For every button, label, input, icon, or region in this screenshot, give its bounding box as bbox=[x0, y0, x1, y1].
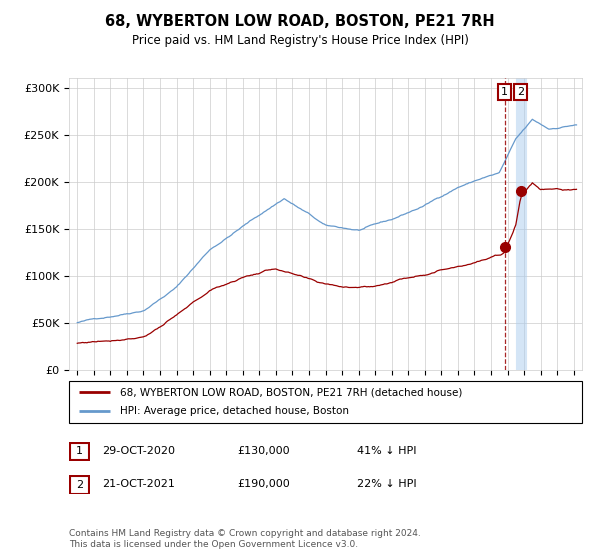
Text: 68, WYBERTON LOW ROAD, BOSTON, PE21 7RH (detached house): 68, WYBERTON LOW ROAD, BOSTON, PE21 7RH … bbox=[121, 387, 463, 397]
Text: £190,000: £190,000 bbox=[237, 479, 290, 489]
Text: 1: 1 bbox=[76, 446, 83, 456]
Text: HPI: Average price, detached house, Boston: HPI: Average price, detached house, Bost… bbox=[121, 407, 349, 417]
Text: 2: 2 bbox=[76, 480, 83, 490]
FancyBboxPatch shape bbox=[70, 443, 89, 460]
FancyBboxPatch shape bbox=[70, 477, 89, 493]
Text: 29-OCT-2020: 29-OCT-2020 bbox=[102, 446, 175, 456]
Text: Price paid vs. HM Land Registry's House Price Index (HPI): Price paid vs. HM Land Registry's House … bbox=[131, 34, 469, 46]
Text: 41% ↓ HPI: 41% ↓ HPI bbox=[357, 446, 416, 456]
Text: 22% ↓ HPI: 22% ↓ HPI bbox=[357, 479, 416, 489]
Text: 21-OCT-2021: 21-OCT-2021 bbox=[102, 479, 175, 489]
Text: 2: 2 bbox=[517, 87, 524, 97]
Text: 1: 1 bbox=[501, 87, 508, 97]
Text: £130,000: £130,000 bbox=[237, 446, 290, 456]
Text: Contains HM Land Registry data © Crown copyright and database right 2024.
This d: Contains HM Land Registry data © Crown c… bbox=[69, 529, 421, 549]
Text: 68, WYBERTON LOW ROAD, BOSTON, PE21 7RH: 68, WYBERTON LOW ROAD, BOSTON, PE21 7RH bbox=[105, 14, 495, 29]
FancyBboxPatch shape bbox=[69, 381, 582, 423]
